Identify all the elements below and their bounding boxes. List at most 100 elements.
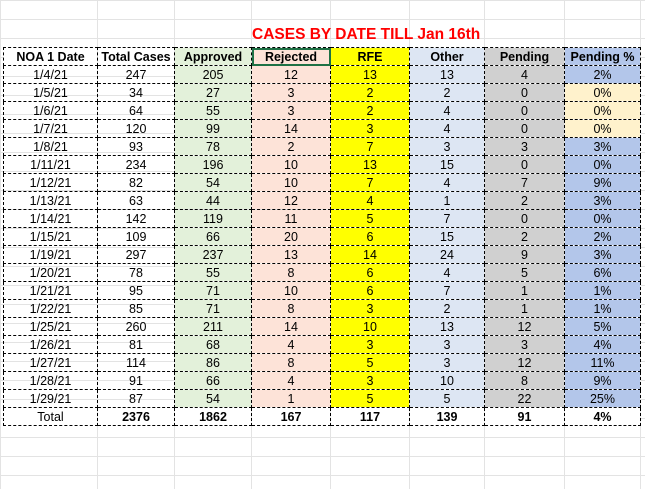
total-cases-cell[interactable]: 142 — [97, 209, 175, 228]
approved-cell[interactable]: 54 — [174, 173, 252, 192]
rfe-cell[interactable]: 2 — [330, 101, 410, 120]
rejected-cell[interactable]: 1 — [251, 389, 331, 408]
rejected-cell[interactable]: 10 — [251, 173, 331, 192]
total-label-cell[interactable]: Total — [3, 407, 98, 426]
rfe-cell[interactable]: 14 — [330, 245, 410, 264]
pending-cell[interactable]: 8 — [484, 371, 565, 390]
approved-cell[interactable]: 119 — [174, 209, 252, 228]
pending-pct-cell[interactable]: 0% — [564, 101, 641, 120]
approved-cell[interactable]: 66 — [174, 371, 252, 390]
rfe-cell[interactable]: 6 — [330, 227, 410, 246]
rfe-cell[interactable]: 4 — [330, 191, 410, 210]
date-cell[interactable]: 1/13/21 — [3, 191, 98, 210]
pending-pct-cell[interactable]: 3% — [564, 191, 641, 210]
total-cases-cell[interactable]: 87 — [97, 389, 175, 408]
other-cell[interactable]: 24 — [409, 245, 485, 264]
total-cases-cell[interactable]: 109 — [97, 227, 175, 246]
total-cell[interactable]: 139 — [409, 407, 485, 426]
header-cell-pending-pct[interactable]: Pending % — [564, 47, 641, 66]
total-cell[interactable]: 117 — [330, 407, 410, 426]
pending-pct-cell[interactable]: 4% — [564, 335, 641, 354]
date-cell[interactable]: 1/20/21 — [3, 263, 98, 282]
rejected-cell[interactable]: 10 — [251, 155, 331, 174]
other-cell[interactable]: 10 — [409, 371, 485, 390]
pending-cell[interactable]: 12 — [484, 353, 565, 372]
rfe-cell[interactable]: 3 — [330, 335, 410, 354]
pending-pct-cell[interactable]: 0% — [564, 119, 641, 138]
rfe-cell[interactable]: 5 — [330, 389, 410, 408]
pending-pct-cell[interactable]: 3% — [564, 245, 641, 264]
pending-cell[interactable]: 3 — [484, 137, 565, 156]
rejected-cell[interactable]: 2 — [251, 137, 331, 156]
total-cases-cell[interactable]: 63 — [97, 191, 175, 210]
pending-cell[interactable]: 0 — [484, 155, 565, 174]
header-cell-other[interactable]: Other — [409, 47, 485, 66]
other-cell[interactable]: 4 — [409, 101, 485, 120]
rejected-cell[interactable]: 4 — [251, 371, 331, 390]
other-cell[interactable]: 15 — [409, 155, 485, 174]
total-cases-cell[interactable]: 260 — [97, 317, 175, 336]
total-cell[interactable]: 167 — [251, 407, 331, 426]
pending-cell[interactable]: 3 — [484, 335, 565, 354]
other-cell[interactable]: 3 — [409, 353, 485, 372]
pending-pct-cell[interactable]: 0% — [564, 209, 641, 228]
date-cell[interactable]: 1/26/21 — [3, 335, 98, 354]
total-cases-cell[interactable]: 85 — [97, 299, 175, 318]
total-cases-cell[interactable]: 81 — [97, 335, 175, 354]
approved-cell[interactable]: 99 — [174, 119, 252, 138]
rfe-cell[interactable]: 2 — [330, 83, 410, 102]
total-cases-cell[interactable]: 91 — [97, 371, 175, 390]
rejected-cell[interactable]: 3 — [251, 83, 331, 102]
date-cell[interactable]: 1/12/21 — [3, 173, 98, 192]
approved-cell[interactable]: 27 — [174, 83, 252, 102]
approved-cell[interactable]: 196 — [174, 155, 252, 174]
approved-cell[interactable]: 55 — [174, 263, 252, 282]
other-cell[interactable]: 2 — [409, 83, 485, 102]
rejected-cell[interactable]: 20 — [251, 227, 331, 246]
pending-pct-cell[interactable]: 2% — [564, 65, 641, 84]
header-cell-noa-date[interactable]: NOA 1 Date — [3, 47, 98, 66]
total-cases-cell[interactable]: 34 — [97, 83, 175, 102]
date-cell[interactable]: 1/19/21 — [3, 245, 98, 264]
date-cell[interactable]: 1/11/21 — [3, 155, 98, 174]
pending-cell[interactable]: 22 — [484, 389, 565, 408]
pending-cell[interactable]: 2 — [484, 227, 565, 246]
date-cell[interactable]: 1/7/21 — [3, 119, 98, 138]
date-cell[interactable]: 1/22/21 — [3, 299, 98, 318]
other-cell[interactable]: 3 — [409, 137, 485, 156]
date-cell[interactable]: 1/15/21 — [3, 227, 98, 246]
approved-cell[interactable]: 237 — [174, 245, 252, 264]
rfe-cell[interactable]: 6 — [330, 281, 410, 300]
other-cell[interactable]: 7 — [409, 209, 485, 228]
pending-pct-cell[interactable]: 1% — [564, 299, 641, 318]
pending-pct-cell[interactable]: 0% — [564, 155, 641, 174]
approved-cell[interactable]: 71 — [174, 299, 252, 318]
sheet-title[interactable]: CASES BY DATE TILL Jan 16th — [252, 26, 481, 43]
pending-cell[interactable]: 0 — [484, 119, 565, 138]
pending-cell[interactable]: 5 — [484, 263, 565, 282]
pending-pct-cell[interactable]: 1% — [564, 281, 641, 300]
pending-pct-cell[interactable]: 11% — [564, 353, 641, 372]
date-cell[interactable]: 1/4/21 — [3, 65, 98, 84]
pending-cell[interactable]: 1 — [484, 281, 565, 300]
date-cell[interactable]: 1/21/21 — [3, 281, 98, 300]
total-cases-cell[interactable]: 120 — [97, 119, 175, 138]
rfe-cell[interactable]: 13 — [330, 65, 410, 84]
pending-cell[interactable]: 12 — [484, 317, 565, 336]
total-cell[interactable]: 1862 — [174, 407, 252, 426]
rejected-cell[interactable]: 3 — [251, 101, 331, 120]
date-cell[interactable]: 1/27/21 — [3, 353, 98, 372]
total-cell[interactable]: 2376 — [97, 407, 175, 426]
rfe-cell[interactable]: 5 — [330, 209, 410, 228]
other-cell[interactable]: 4 — [409, 173, 485, 192]
rejected-cell[interactable]: 14 — [251, 119, 331, 138]
pending-cell[interactable]: 9 — [484, 245, 565, 264]
approved-cell[interactable]: 205 — [174, 65, 252, 84]
other-cell[interactable]: 4 — [409, 119, 485, 138]
approved-cell[interactable]: 44 — [174, 191, 252, 210]
other-cell[interactable]: 5 — [409, 389, 485, 408]
rejected-cell[interactable]: 10 — [251, 281, 331, 300]
pending-pct-cell[interactable]: 0% — [564, 83, 641, 102]
rejected-cell[interactable]: 14 — [251, 317, 331, 336]
pending-cell[interactable]: 0 — [484, 101, 565, 120]
